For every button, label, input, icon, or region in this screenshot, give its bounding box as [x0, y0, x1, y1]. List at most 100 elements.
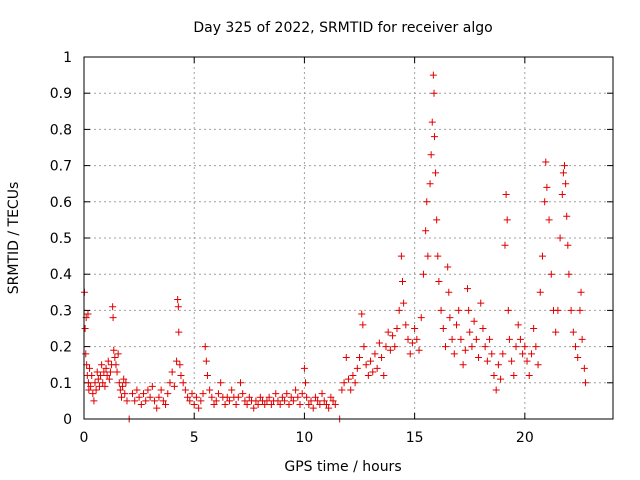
data-point — [162, 401, 170, 409]
data-point — [195, 404, 203, 412]
data-point — [173, 357, 181, 365]
data-point — [111, 353, 119, 361]
data-point — [90, 397, 98, 405]
data-point — [89, 390, 97, 398]
x-tick-label: 5 — [190, 430, 199, 446]
data-point — [479, 325, 487, 332]
data-point — [318, 390, 326, 398]
data-point — [228, 386, 236, 394]
data-point — [559, 169, 567, 177]
data-point — [135, 393, 143, 401]
data-point — [203, 372, 211, 380]
data-point — [393, 325, 401, 332]
data-point — [441, 343, 449, 351]
x-tick-label: 15 — [406, 430, 424, 446]
data-point — [497, 375, 505, 383]
data-point — [84, 310, 92, 318]
data-point — [504, 306, 512, 314]
data-point — [581, 379, 589, 387]
data-point — [373, 364, 381, 372]
data-point — [110, 346, 118, 354]
data-point — [151, 397, 159, 405]
data-point — [267, 401, 275, 409]
y-tick-label: 0.2 — [50, 340, 72, 356]
data-point — [419, 270, 427, 278]
data-point — [121, 390, 129, 398]
data-point — [311, 393, 319, 401]
data-point — [116, 386, 124, 394]
data-point — [166, 379, 174, 387]
data-point — [470, 317, 478, 325]
data-point — [157, 386, 165, 394]
data-point — [144, 386, 152, 394]
data-point — [192, 393, 200, 401]
data-point — [261, 401, 269, 409]
data-point — [552, 328, 560, 336]
data-point — [201, 343, 209, 351]
data-point — [367, 357, 375, 365]
data-point — [265, 393, 273, 401]
data-point — [554, 306, 562, 314]
data-point — [477, 299, 485, 307]
data-point — [181, 386, 189, 394]
data-point — [453, 321, 461, 329]
data-point — [445, 288, 453, 296]
x-axis-label: GPS time / hours — [284, 459, 401, 475]
data-point — [338, 386, 346, 394]
data-point — [174, 303, 182, 311]
data-point — [472, 335, 480, 343]
data-point — [206, 386, 214, 394]
data-point — [294, 393, 302, 401]
data-point — [214, 390, 222, 398]
x-tick-label: 0 — [80, 430, 89, 446]
data-point — [197, 397, 205, 405]
data-point — [322, 401, 330, 409]
data-point — [85, 386, 93, 394]
data-point — [569, 328, 577, 336]
data-point — [399, 277, 407, 285]
data-point — [88, 372, 96, 380]
data-point — [305, 401, 313, 409]
data-point — [112, 361, 120, 369]
data-point — [256, 393, 264, 401]
data-point — [434, 252, 442, 260]
data-point — [100, 368, 108, 376]
data-point — [272, 390, 280, 398]
data-point — [119, 382, 127, 390]
data-point — [276, 401, 284, 409]
data-point — [391, 343, 399, 351]
data-point — [404, 335, 412, 343]
data-point — [538, 252, 546, 260]
data-point — [329, 397, 337, 405]
data-point — [298, 390, 306, 398]
data-point — [572, 343, 580, 351]
data-point — [375, 339, 383, 347]
data-point — [254, 401, 262, 409]
data-point — [378, 353, 386, 361]
data-point — [567, 306, 575, 314]
data-point — [177, 372, 185, 380]
data-point — [345, 375, 352, 383]
data-point — [175, 328, 183, 336]
data-point — [483, 357, 491, 365]
data-point — [327, 393, 335, 401]
data-point — [397, 252, 405, 260]
data-point — [430, 89, 438, 97]
data-point — [358, 310, 366, 318]
data-point — [236, 379, 244, 387]
data-point — [188, 390, 196, 398]
data-point — [223, 393, 231, 401]
data-point — [457, 335, 465, 343]
data-point — [576, 306, 584, 314]
data-point — [558, 191, 566, 199]
data-point — [527, 350, 535, 358]
y-tick-label: 0.8 — [50, 122, 72, 138]
data-point — [577, 288, 585, 296]
data-point — [128, 390, 136, 398]
data-point — [113, 368, 121, 376]
data-point — [278, 393, 286, 401]
data-point — [307, 397, 315, 405]
data-point — [541, 198, 549, 206]
data-point — [137, 401, 145, 409]
data-point — [502, 191, 510, 199]
